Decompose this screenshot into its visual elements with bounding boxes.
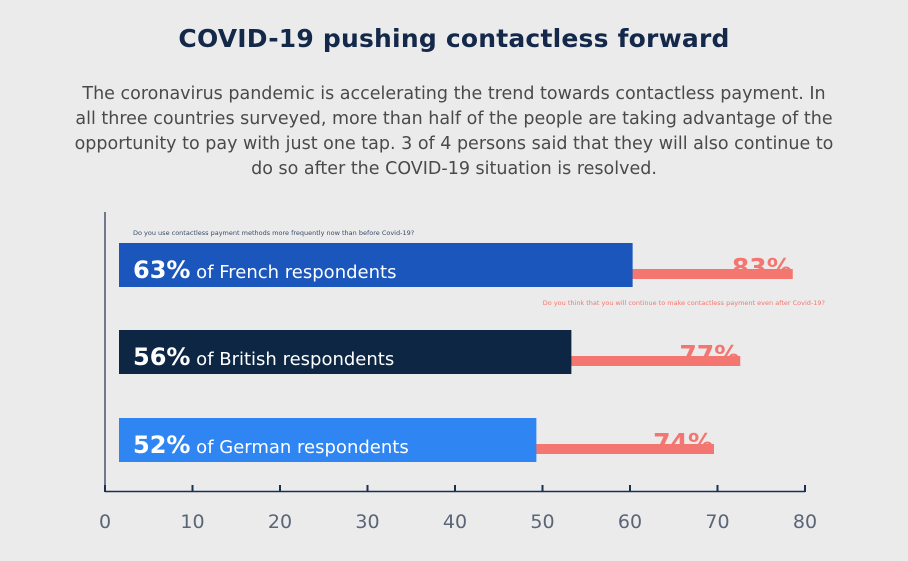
x-tick-label: 30 [355,511,379,533]
x-tick-label: 60 [618,511,642,533]
now-bar-label: 56% of British respondents [133,343,394,371]
now-bar [119,243,633,287]
x-tick-label: 20 [268,511,292,533]
x-tick-label: 40 [443,511,467,533]
x-tick-label: 10 [180,511,204,533]
question-future: Do you think that you will continue to m… [543,299,825,307]
future-value-label: 77% [679,340,739,369]
x-tick-label: 80 [793,511,817,533]
now-bar [119,330,572,374]
x-tick-label: 50 [530,511,554,533]
future-value-label: 74% [653,428,713,457]
now-bar-label: 52% of German respondents [133,431,409,459]
future-value-label: 83% [732,253,792,282]
chart-subtitle: The coronavirus pandemic is accelerating… [74,84,834,179]
x-tick-label: 70 [705,511,729,533]
now-bar-label: 63% of French respondents [133,256,396,284]
now-bar [119,418,537,462]
x-tick-label: 0 [99,511,111,533]
chart-title: COVID-19 pushing contactless forward [178,24,730,53]
question-now: Do you use contactless payment methods m… [133,229,414,237]
